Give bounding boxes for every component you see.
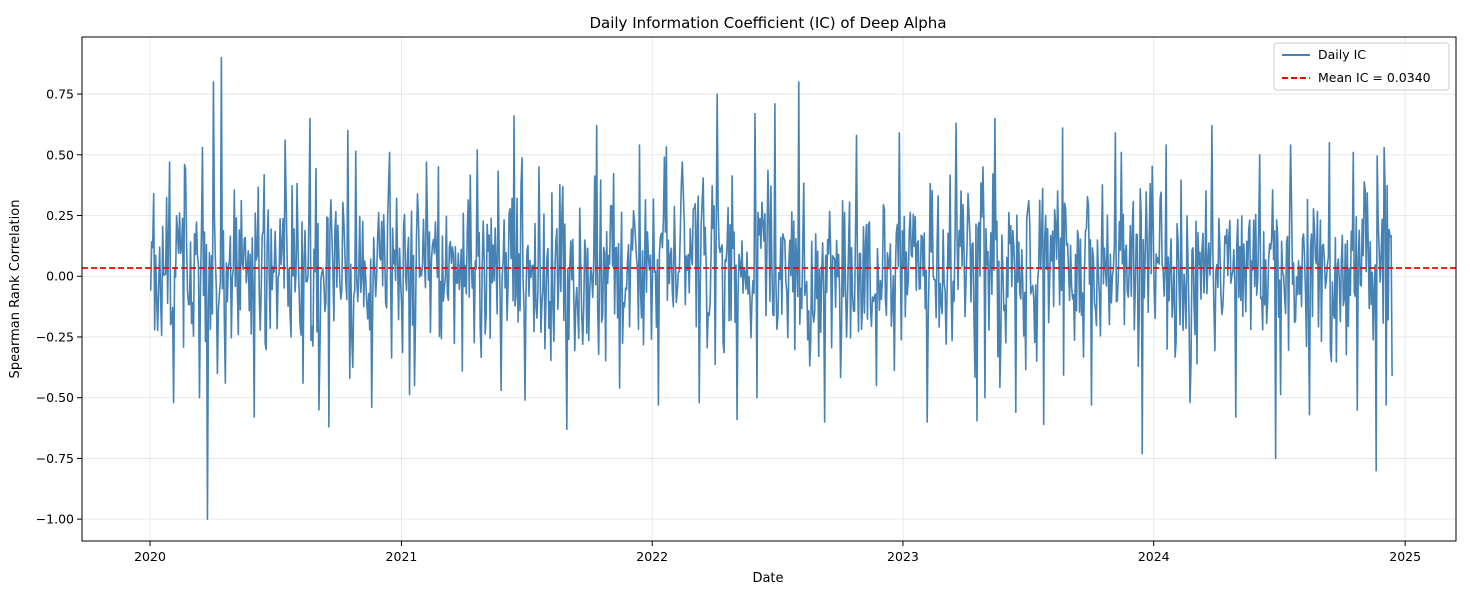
x-tick-label: 2024 — [1138, 549, 1170, 564]
y-tick-label: 0.75 — [46, 87, 74, 102]
y-tick-label: 0.50 — [46, 147, 74, 162]
legend-box — [1273, 42, 1450, 91]
x-axis-label: Date — [752, 571, 783, 586]
x-axis: 2020 2021 2022 2023 2024 2025 — [134, 541, 1421, 564]
y-tick-label: 0.00 — [46, 269, 74, 284]
x-tick-label: 2023 — [887, 549, 919, 564]
y-tick-label: −1.00 — [36, 512, 74, 527]
x-tick-label: 2020 — [134, 549, 166, 564]
x-tick-label: 2025 — [1389, 549, 1421, 564]
legend-label-mean-ic: Mean IC = 0.0340 — [1318, 70, 1431, 85]
y-tick-label: −0.25 — [36, 329, 74, 344]
x-tick-label: 2021 — [386, 549, 418, 564]
y-axis: −1.00 −0.75 −0.50 −0.25 0.00 0.25 0.50 0.75 — [36, 87, 82, 527]
y-tick-label: −0.50 — [36, 390, 74, 405]
series-line-daily-ic — [149, 56, 1393, 520]
plot-frame — [81, 36, 1457, 542]
x-tick-label: 2022 — [636, 549, 668, 564]
y-tick-label: −0.75 — [36, 451, 74, 466]
legend: Daily IC Mean IC = 0.0340 — [1273, 42, 1450, 91]
legend-label-daily-ic: Daily IC — [1318, 47, 1366, 62]
y-axis-label: Spearman Rank Correlation — [8, 200, 23, 379]
y-tick-label: 0.25 — [46, 208, 74, 223]
plot-area — [81, 36, 1457, 542]
chart-title: Daily Information Coefficient (IC) of De… — [589, 14, 946, 32]
series-layer — [82, 56, 1456, 520]
